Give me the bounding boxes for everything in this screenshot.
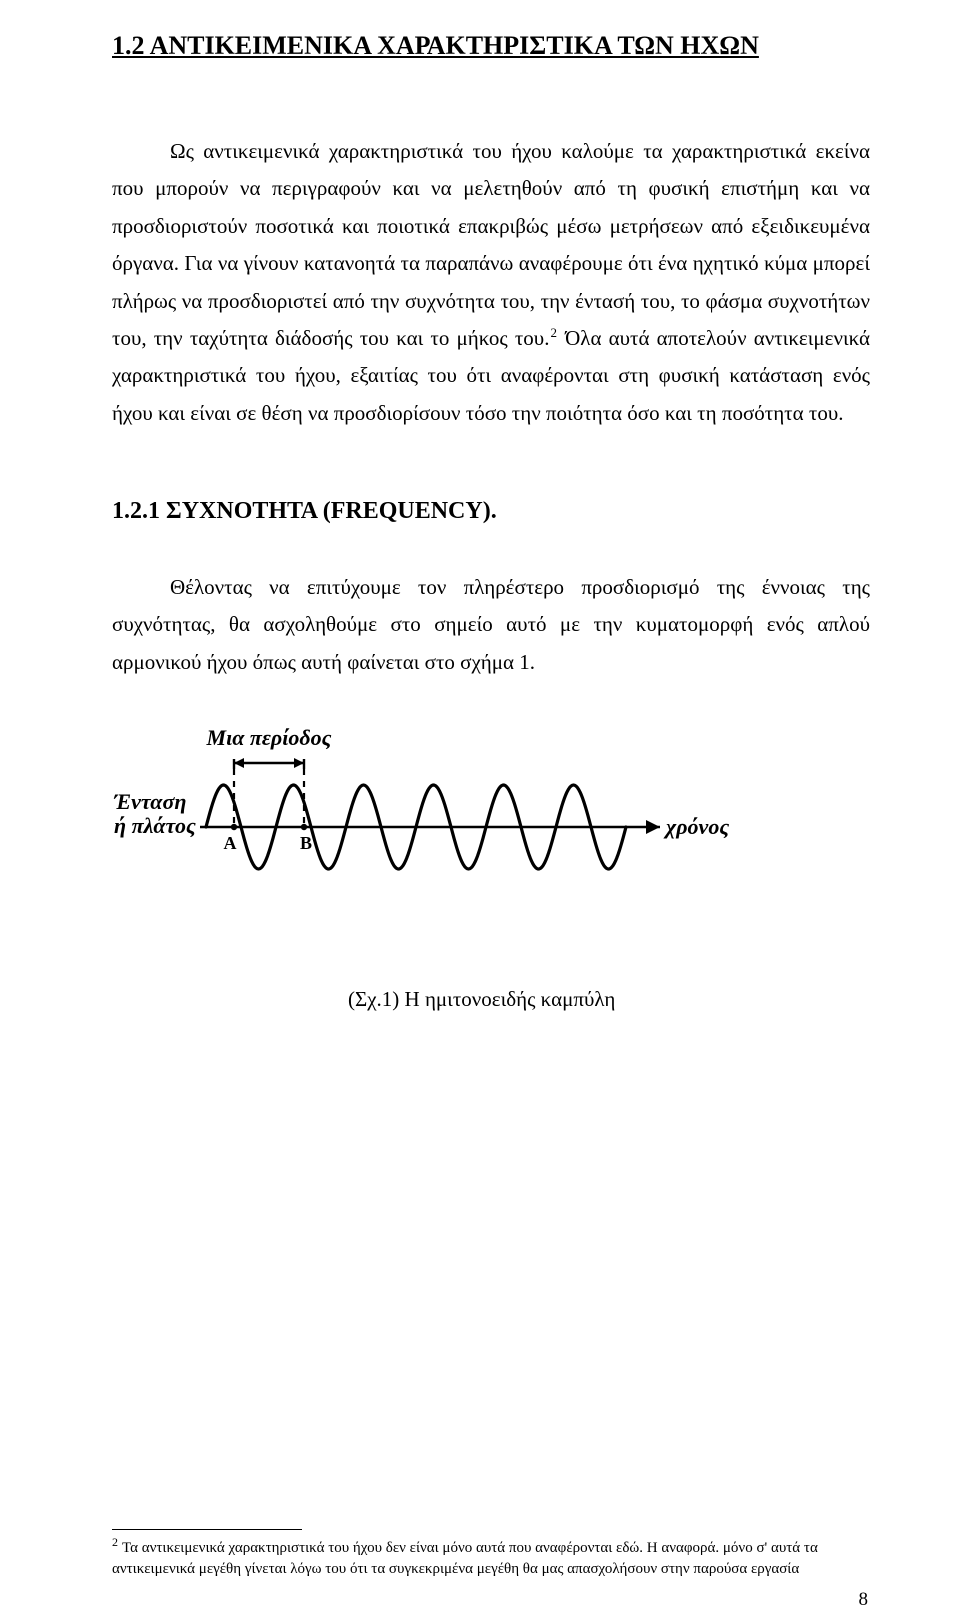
svg-text:ή πλάτος: ή πλάτος [114, 813, 196, 838]
footnote-rule [112, 1529, 302, 1530]
svg-text:Μια περίοδος: Μια περίοδος [206, 725, 332, 750]
section-heading: 1.2 ΑΝΤΙΚΕΙΜΕΝΙΚΑ ΧΑΡΑΚΤΗΡΙΣΤΙΚΑ ΤΩΝ ΗΧΩ… [112, 28, 870, 63]
svg-text:Β: Β [300, 833, 312, 853]
waveform-svg: Έντασηή πλάτος χρόνος Μια περίοδος Α Β [112, 715, 812, 915]
svg-text:Α: Α [224, 833, 237, 853]
svg-text:χρόνος: χρόνος [663, 814, 729, 839]
page-number: 8 [859, 1589, 869, 1611]
document-page: 1.2 ΑΝΤΙΚΕΙΜΕΝΙΚΑ ΧΑΡΑΚΤΗΡΙΣΤΙΚΑ ΤΩΝ ΗΧΩ… [0, 0, 960, 1621]
paragraph-intro-text-a: Ως αντικειμενικά χαρακτηριστικά του ήχου… [112, 139, 870, 350]
paragraph-frequency-text: Θέλοντας να επιτύχουμε τον πληρέστερο πρ… [112, 575, 870, 674]
figure-waveform: Έντασηή πλάτος χρόνος Μια περίοδος Α Β (Σχ.1… [112, 715, 870, 1012]
paragraph-intro: Ως αντικειμενικά χαρακτηριστικά του ήχου… [112, 133, 870, 432]
paragraph-frequency: Θέλοντας να επιτύχουμε τον πληρέστερο πρ… [112, 569, 870, 681]
footnote-label: 2 [112, 1535, 118, 1549]
footnote-body: Τα αντικειμενικά χαρακτηριστικά του ήχου… [112, 1540, 818, 1578]
footnote-block: 2Τα αντικειμενικά χαρακτηριστικά του ήχο… [112, 1529, 870, 1582]
footnote-ref-2: 2 [550, 325, 557, 340]
footnote-text: 2Τα αντικειμενικά χαρακτηριστικά του ήχο… [112, 1534, 870, 1582]
figure-caption: (Σχ.1) Η ημιτονοειδής καμπύλη [348, 987, 870, 1012]
subsection-heading: 1.2.1 ΣΥΧΝΟΤΗΤΑ (FREQUENCY). [112, 498, 870, 525]
svg-text:Ένταση: Ένταση [113, 789, 186, 814]
